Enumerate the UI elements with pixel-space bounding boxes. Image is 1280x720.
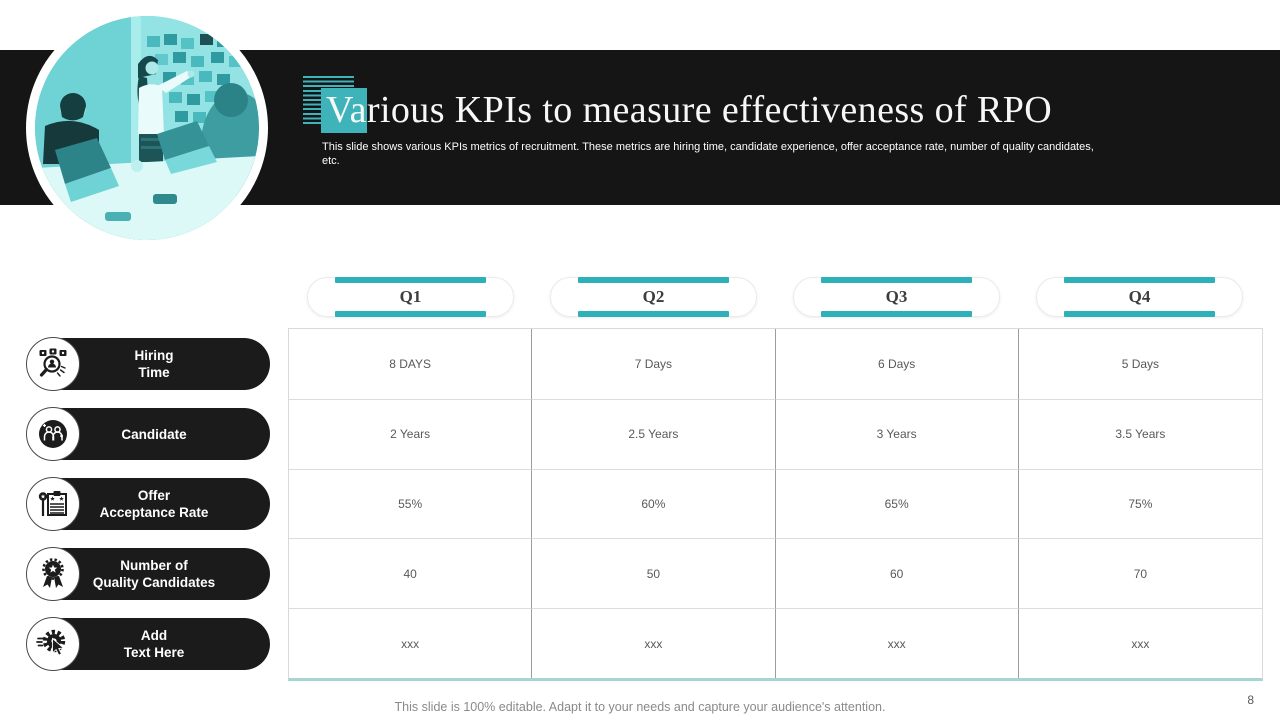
candidate-search-icon bbox=[39, 348, 67, 377]
table-cell: 7 Days bbox=[532, 329, 776, 399]
kpi-icon-circle bbox=[26, 617, 80, 671]
q3-bottom-bar bbox=[821, 311, 972, 317]
q4-label: Q4 bbox=[1128, 287, 1151, 306]
page-number: 8 bbox=[1247, 693, 1254, 707]
column-header-q1: Q1 bbox=[307, 277, 514, 317]
kpi-icon-circle bbox=[26, 477, 80, 531]
column-header-q3: Q3 bbox=[793, 277, 1000, 317]
table-cell: 8 DAYS bbox=[289, 329, 533, 399]
slide-subtitle: This slide shows various KPIs metrics of… bbox=[322, 141, 1094, 167]
table-cell: 75% bbox=[1018, 468, 1262, 539]
presenter-figure bbox=[137, 55, 195, 162]
column-header-q2: Q2 bbox=[550, 277, 757, 317]
q4-bottom-bar bbox=[1064, 311, 1215, 317]
kpi-icon-circle bbox=[26, 547, 80, 601]
table-cell: xxx bbox=[1018, 608, 1262, 678]
table-cell: 60% bbox=[532, 468, 776, 539]
table-cell: xxx bbox=[289, 608, 533, 678]
q2-bottom-bar bbox=[578, 311, 729, 317]
team-photo-illustration bbox=[35, 16, 259, 240]
q4-top-bar bbox=[1064, 277, 1215, 283]
award-ribbon-icon bbox=[42, 558, 64, 588]
table-cell: 55% bbox=[289, 468, 533, 539]
kpi-table: 8 DAYS 7 Days 6 Days 5 Days 2 Years 2.5 … bbox=[288, 328, 1263, 681]
kpi-icon-circle bbox=[26, 407, 80, 461]
q3-top-bar bbox=[821, 277, 972, 283]
kpi-icon-circle bbox=[26, 337, 80, 391]
q1-bottom-bar bbox=[335, 311, 486, 317]
q2-top-bar bbox=[578, 277, 729, 283]
table-cell: 6 Days bbox=[776, 329, 1019, 399]
table-cell: 70 bbox=[1018, 538, 1262, 608]
q1-label: Q1 bbox=[399, 287, 422, 306]
clipboard-award-icon bbox=[38, 491, 67, 516]
table-cell: xxx bbox=[532, 608, 776, 678]
table-cell: 2.5 Years bbox=[532, 398, 776, 469]
table-cell: 65% bbox=[775, 468, 1019, 539]
slide-title: Various KPIs to measure effectiveness of… bbox=[326, 89, 1053, 131]
meeting-table bbox=[35, 121, 259, 240]
table-cell: 3 Years bbox=[775, 398, 1019, 469]
q1-top-bar bbox=[335, 277, 486, 283]
table-cell: 3.5 Years bbox=[1018, 398, 1262, 469]
title-accent-square bbox=[321, 88, 367, 133]
table-cell: xxx bbox=[775, 608, 1019, 678]
gear-cursor-icon bbox=[36, 629, 66, 656]
team-photo bbox=[26, 7, 268, 249]
kpi-label: Number of Quality Candidates bbox=[92, 558, 216, 590]
q2-label: Q2 bbox=[642, 287, 665, 306]
people-group-icon bbox=[39, 420, 67, 448]
kpi-label: Add Text Here bbox=[123, 628, 185, 660]
footer-note: This slide is 100% editable. Adapt it to… bbox=[394, 700, 886, 714]
kpi-label: Candidate bbox=[121, 426, 187, 442]
blurred-figure-head bbox=[214, 83, 248, 117]
table-cell: 2 Years bbox=[289, 398, 533, 469]
q3-label: Q3 bbox=[885, 287, 908, 306]
table-cell: 5 Days bbox=[1121, 356, 1160, 371]
kpi-label: Hiring Time bbox=[134, 348, 174, 380]
table-cell: 50 bbox=[532, 538, 776, 609]
table-cell: 40 bbox=[289, 538, 533, 609]
table-cell: 60 bbox=[775, 538, 1019, 609]
kpi-label: Offer Acceptance Rate bbox=[99, 488, 209, 520]
column-header-q4: Q4 bbox=[1036, 277, 1243, 317]
